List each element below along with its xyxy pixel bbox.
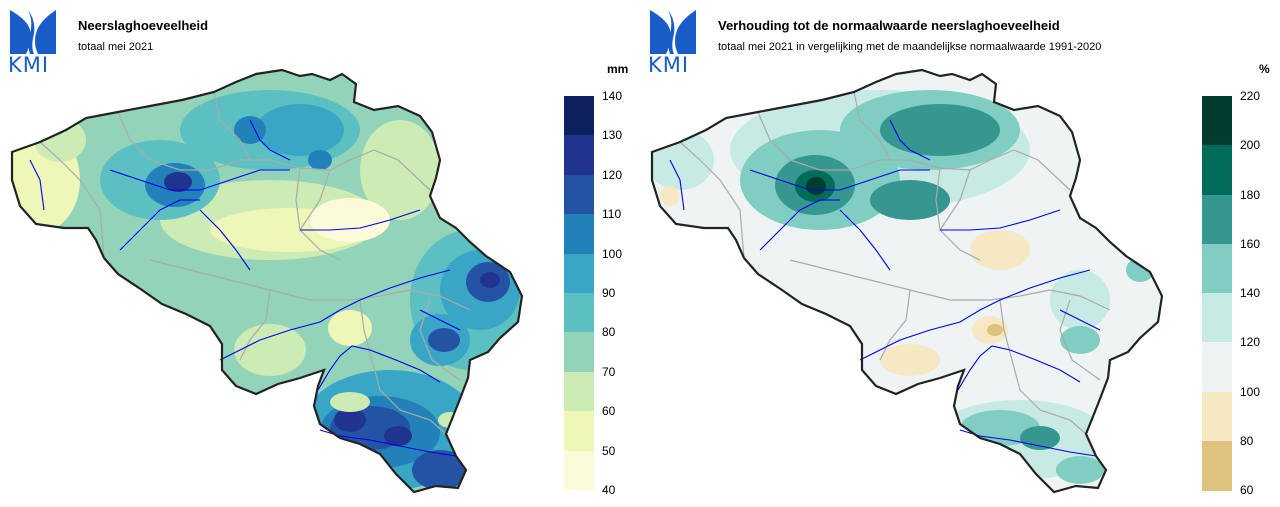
precipitation-legend-tick-label: 110 — [602, 207, 622, 222]
ratio-legend-tick-label: 120 — [1240, 335, 1261, 350]
ratio-legend-tick-label: 200 — [1240, 138, 1261, 153]
legend-unit: % — [1259, 62, 1270, 76]
ratio-legend-tick-label: 60 — [1240, 483, 1254, 497]
precipitation-legend-swatch — [564, 214, 594, 255]
kmi-logo-text: KMI — [648, 53, 690, 77]
precipitation-legend-tick-label: 90 — [602, 286, 616, 300]
precipitation-legend-swatch — [564, 450, 594, 491]
precipitation-legend-swatch — [564, 96, 594, 136]
precipitation-legend-tick-label: 120 — [602, 167, 623, 182]
precipitation-legend-tick-label: 130 — [602, 128, 623, 143]
precipitation-map — [10, 68, 524, 494]
ratio-legend-swatch — [1202, 243, 1232, 294]
kmi-logo-icon — [10, 10, 56, 54]
precipitation-legend-tick-label: 60 — [602, 404, 616, 419]
precipitation-legend-tick-label: 70 — [602, 364, 616, 379]
precipitation-legend-tick-label: 100 — [602, 246, 623, 261]
legend-unit: mm — [607, 62, 629, 76]
precipitation-legend-swatch — [564, 371, 594, 412]
map-title: Neerslaghoeveelheid — [78, 18, 209, 33]
ratio-legend-tick-label: 140 — [1240, 286, 1261, 300]
ratio-legend-swatch — [1202, 342, 1232, 392]
ratio-legend-tick-label: 180 — [1240, 187, 1261, 202]
ratio-legend-swatch — [1202, 194, 1232, 245]
precipitation-legend-tick-label: 40 — [602, 483, 616, 497]
ratio-legend-tick-label: 100 — [1240, 384, 1261, 399]
ratio-legend-swatch — [1202, 145, 1232, 195]
ratio-map — [650, 68, 1164, 494]
ratio-legend-swatch — [1202, 96, 1232, 146]
precipitation-legend-tick-label: 50 — [602, 443, 616, 458]
map-subtitle: totaal mei 2021 in vergelijking met de m… — [718, 41, 1102, 53]
ratio-legend-swatch — [1202, 440, 1232, 491]
ratio-legend-tick-label: 160 — [1240, 236, 1261, 251]
map-title: Verhouding tot de normaalwaarde neerslag… — [718, 18, 1060, 33]
precipitation-legend-swatch — [564, 174, 594, 215]
ratio-legend-swatch — [1202, 293, 1232, 343]
precipitation-legend-swatch — [564, 253, 594, 294]
kmi-logo-icon — [650, 10, 696, 54]
precipitation-legend-swatch — [564, 293, 594, 333]
precipitation-legend-swatch — [564, 135, 594, 176]
precipitation-legend-swatch — [564, 411, 594, 452]
map-subtitle: totaal mei 2021 — [78, 41, 154, 53]
ratio-legend-tick-label: 220 — [1240, 89, 1261, 103]
precipitation-legend-tick-label: 140 — [602, 89, 623, 103]
precipitation-panel: KMI Neerslaghoeveelheid totaal mei 2021 … — [8, 10, 629, 497]
kmi-logo-text: KMI — [8, 53, 50, 77]
precipitation-legend-tick-label: 80 — [602, 325, 616, 340]
ratio-panel: KMI Verhouding tot de normaalwaarde neer… — [640, 0, 1280, 507]
ratio-legend-swatch — [1202, 391, 1232, 442]
ratio-legend-tick-label: 80 — [1240, 433, 1254, 448]
precipitation-legend-swatch — [564, 332, 594, 373]
